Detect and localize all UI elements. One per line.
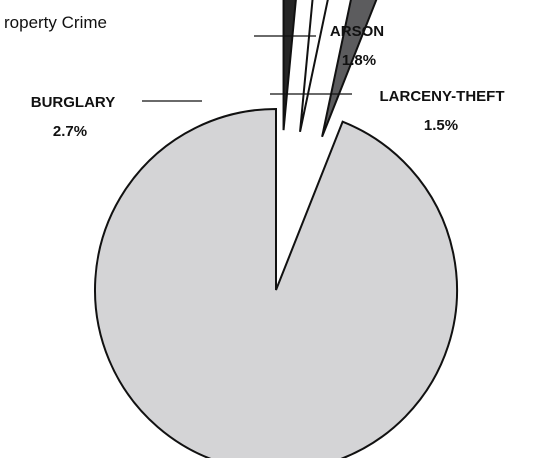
pie-slice-arson [299, 0, 329, 133]
chart-title: roperty Crime [4, 13, 107, 32]
slice-label-arson: ARSON [330, 23, 384, 40]
slice-percent-larceny-theft: 1.5% [424, 117, 458, 134]
slice-percent-arson: 1.8% [342, 52, 376, 69]
pie-slices [94, 0, 458, 463]
slice-percent-burglary: 2.7% [53, 123, 87, 140]
pie-slice-other [94, 107, 458, 463]
pie-slice-larceny-theft [282, 0, 297, 131]
pie-slice-burglary [321, 0, 378, 138]
slice-label-burglary: BURGLARY [31, 94, 115, 111]
slice-label-larceny-theft: LARCENY-THEFT [380, 88, 505, 105]
